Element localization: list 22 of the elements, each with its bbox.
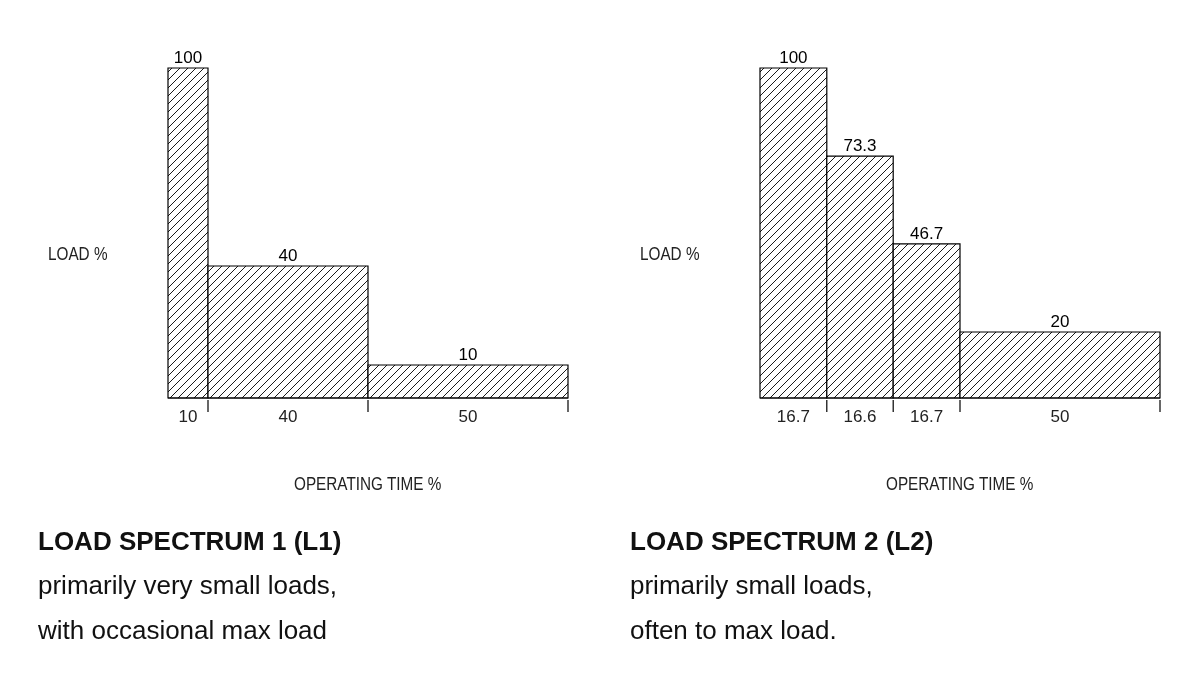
text: primarily small loads, often to max load. [630, 570, 873, 646]
data-label: 100 [173, 48, 203, 67]
x-tick-label: 16.7 [910, 407, 944, 426]
x-axis-title: OPERATING TIME % [294, 474, 442, 495]
data-label: 100 [779, 48, 808, 67]
data-label: 20 [1050, 312, 1070, 331]
data-label: 73.3 [843, 136, 877, 156]
x-tick-label: 16.6 [843, 407, 877, 426]
text: LOAD SPECTRUM 2 (L2) [630, 526, 934, 557]
y-axis-title: LOAD % [640, 244, 700, 265]
y-axis-title: LOAD % [48, 244, 108, 265]
x-tick-label: 16.7 [776, 407, 810, 426]
x-tick-label: 50 [1050, 407, 1070, 426]
data-label: 40 [278, 246, 298, 265]
x-tick-label: 40 [278, 407, 298, 426]
data-label: 10 [458, 345, 478, 364]
text: primarily very small loads, with occasional max load [38, 570, 338, 646]
x-axis-title: OPERATING TIME % [886, 474, 1034, 495]
text: LOAD SPECTRUM 1 (L1) [38, 526, 342, 557]
data-label: 46.7 [910, 223, 944, 243]
x-tick-label: 50 [458, 407, 478, 426]
x-tick-label: 10 [178, 407, 198, 426]
